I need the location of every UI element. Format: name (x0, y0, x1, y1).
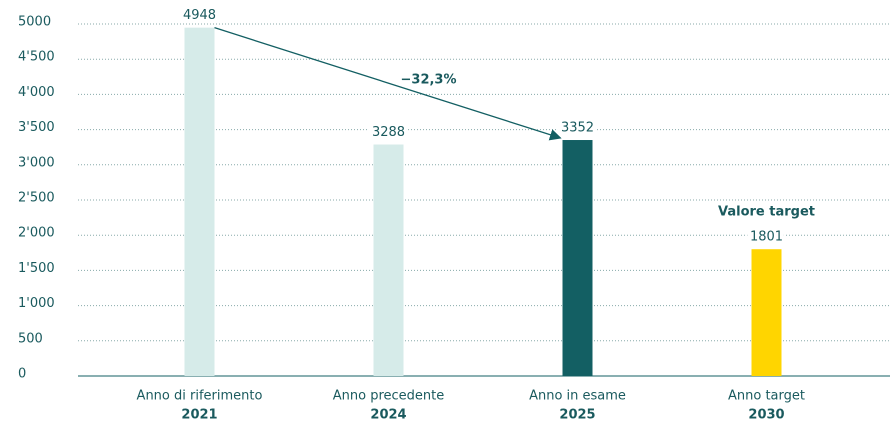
y-tick-label: 0 (18, 367, 26, 382)
x-tick-label: Anno target (728, 389, 805, 404)
y-tick-label: 1'000 (18, 296, 55, 311)
bar (751, 249, 782, 376)
bar (184, 27, 215, 377)
value-label: 1801 (750, 230, 783, 245)
y-tick-label: 4'000 (18, 85, 55, 100)
y-tick-label: 3'500 (18, 120, 55, 135)
y-tick-label: 3'000 (18, 155, 55, 170)
x-tick-label: Anno di riferimento (137, 389, 263, 404)
change-annotation: −32,3% (401, 73, 457, 88)
y-tick-label: 5000 (18, 15, 51, 30)
bar (373, 144, 404, 376)
change-arrow (214, 27, 562, 141)
y-tick-label: 4'500 (18, 50, 55, 65)
y-tick-label: 1'500 (18, 261, 55, 276)
value-label: 4948 (183, 8, 216, 23)
value-label: 3288 (372, 125, 405, 140)
bar (562, 140, 593, 376)
y-tick-label: 2'500 (18, 191, 55, 206)
x-tick-year: 2024 (370, 408, 406, 423)
y-tick-label: 2'000 (18, 226, 55, 241)
target-annotation: Valore target (718, 205, 815, 220)
x-tick-label: Anno precedente (333, 389, 445, 404)
x-tick-label: Anno in esame (529, 389, 626, 404)
x-tick-year: 2021 (181, 408, 217, 423)
x-tick-year: 2025 (559, 408, 595, 423)
value-label: 3352 (561, 121, 594, 136)
x-tick-year: 2030 (748, 408, 784, 423)
y-tick-label: 500 (18, 331, 43, 346)
